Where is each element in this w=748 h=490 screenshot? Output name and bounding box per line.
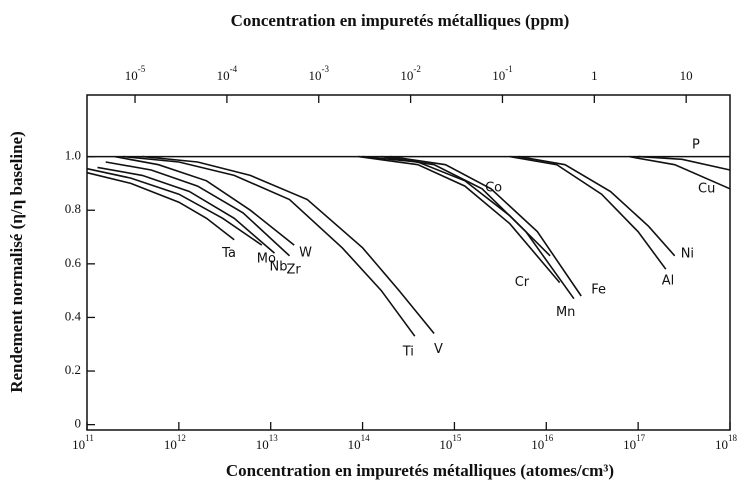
curve <box>86 171 235 241</box>
curve-label: Mn <box>556 305 575 320</box>
x-tick-label: 1018 <box>715 433 738 452</box>
x2-tick-label: 10-5 <box>125 64 146 83</box>
tick-exponent: -2 <box>413 64 421 74</box>
y-tick-label: 0.2 <box>65 362 81 377</box>
tick-exponent: -4 <box>230 64 238 74</box>
x2-tick-label: 10 <box>680 68 693 83</box>
tick-exponent: -5 <box>138 64 146 74</box>
curve-label: V <box>434 342 443 357</box>
tick-exponent: 18 <box>728 433 738 443</box>
curve <box>105 161 291 257</box>
curve <box>638 155 731 171</box>
y-tick-label: 0.6 <box>65 255 82 270</box>
tick-exponent: 12 <box>177 433 186 443</box>
tick-base: 10 <box>400 68 413 83</box>
tick-exponent: 17 <box>636 433 646 443</box>
tick-base: 10 <box>256 437 269 452</box>
y-axis-label: Rendement normalisé (η/η baseline) <box>7 131 26 393</box>
x2-tick-label: 10-2 <box>400 64 421 83</box>
x-axis-label: Concentration en impuretés métalliques (… <box>226 461 614 480</box>
tick-base: 10 <box>72 437 85 452</box>
curve-label: Mo <box>257 252 276 267</box>
tick-base: 10 <box>217 68 230 83</box>
tick-base: 10 <box>439 437 452 452</box>
curve-label: Cu <box>698 181 715 196</box>
tick-exponent: -3 <box>321 64 329 74</box>
x-tick-label: 1014 <box>348 433 371 452</box>
curve-label: Cr <box>515 275 530 290</box>
y-tick-label: 0.8 <box>65 201 81 216</box>
curve-label: Zr <box>286 262 301 277</box>
curve-label: Ta <box>221 246 236 261</box>
curve <box>362 155 551 257</box>
tick-exponent: -1 <box>505 64 513 74</box>
curve <box>381 155 575 300</box>
tick-exponent: 15 <box>452 433 462 443</box>
tick-base: 10 <box>348 437 361 452</box>
x-tick-label: 1012 <box>164 433 186 452</box>
curve-label: Al <box>662 274 675 289</box>
tick-base: 10 <box>308 68 321 83</box>
curve <box>142 155 435 335</box>
tick-exponent: 11 <box>85 433 94 443</box>
curve <box>114 155 295 246</box>
curve-label: Ti <box>402 345 414 360</box>
x2-tick-label: 10-4 <box>217 64 238 83</box>
y-tick-label: 0 <box>75 416 82 431</box>
curve <box>358 155 561 284</box>
tick-exponent: 13 <box>269 433 279 443</box>
curve <box>390 155 582 297</box>
curve <box>509 155 667 270</box>
tick-base: 10 <box>125 68 138 83</box>
curve <box>518 155 676 257</box>
x-tick-label: 1013 <box>256 433 279 452</box>
x-tick-label: 1017 <box>623 433 646 452</box>
tick-base: 10 <box>623 437 636 452</box>
curve <box>629 155 731 190</box>
plot-frame <box>86 94 731 431</box>
y-tick-label: 0.4 <box>65 308 82 323</box>
tick-exponent: 14 <box>361 433 371 443</box>
curve-label: P <box>692 138 700 153</box>
y-tick-label: 1.0 <box>65 148 81 163</box>
x-tick-label: 1016 <box>531 433 554 452</box>
tick-exponent: 16 <box>544 433 554 443</box>
curve-label: Ni <box>681 246 694 261</box>
curve-label: Fe <box>591 283 606 298</box>
x2-tick-label: 10-3 <box>308 64 329 83</box>
tick-base: 10 <box>492 68 505 83</box>
curve <box>86 167 263 246</box>
tick-base: 10 <box>164 437 177 452</box>
x2-tick-label: 1 <box>591 68 598 83</box>
x2-tick-label: 10-1 <box>492 64 513 83</box>
curve-label: Nb <box>270 260 288 275</box>
tick-base: 10 <box>531 437 544 452</box>
curve-label: Co <box>485 180 502 195</box>
x-tick-label: 1015 <box>439 433 462 452</box>
tick-base: 10 <box>715 437 728 452</box>
curve <box>123 155 416 337</box>
x-tick-label: 1011 <box>72 433 94 452</box>
chart-title: Concentration en impuretés métalliques (… <box>231 11 570 30</box>
curve <box>97 166 276 254</box>
curve-label: W <box>299 246 312 261</box>
